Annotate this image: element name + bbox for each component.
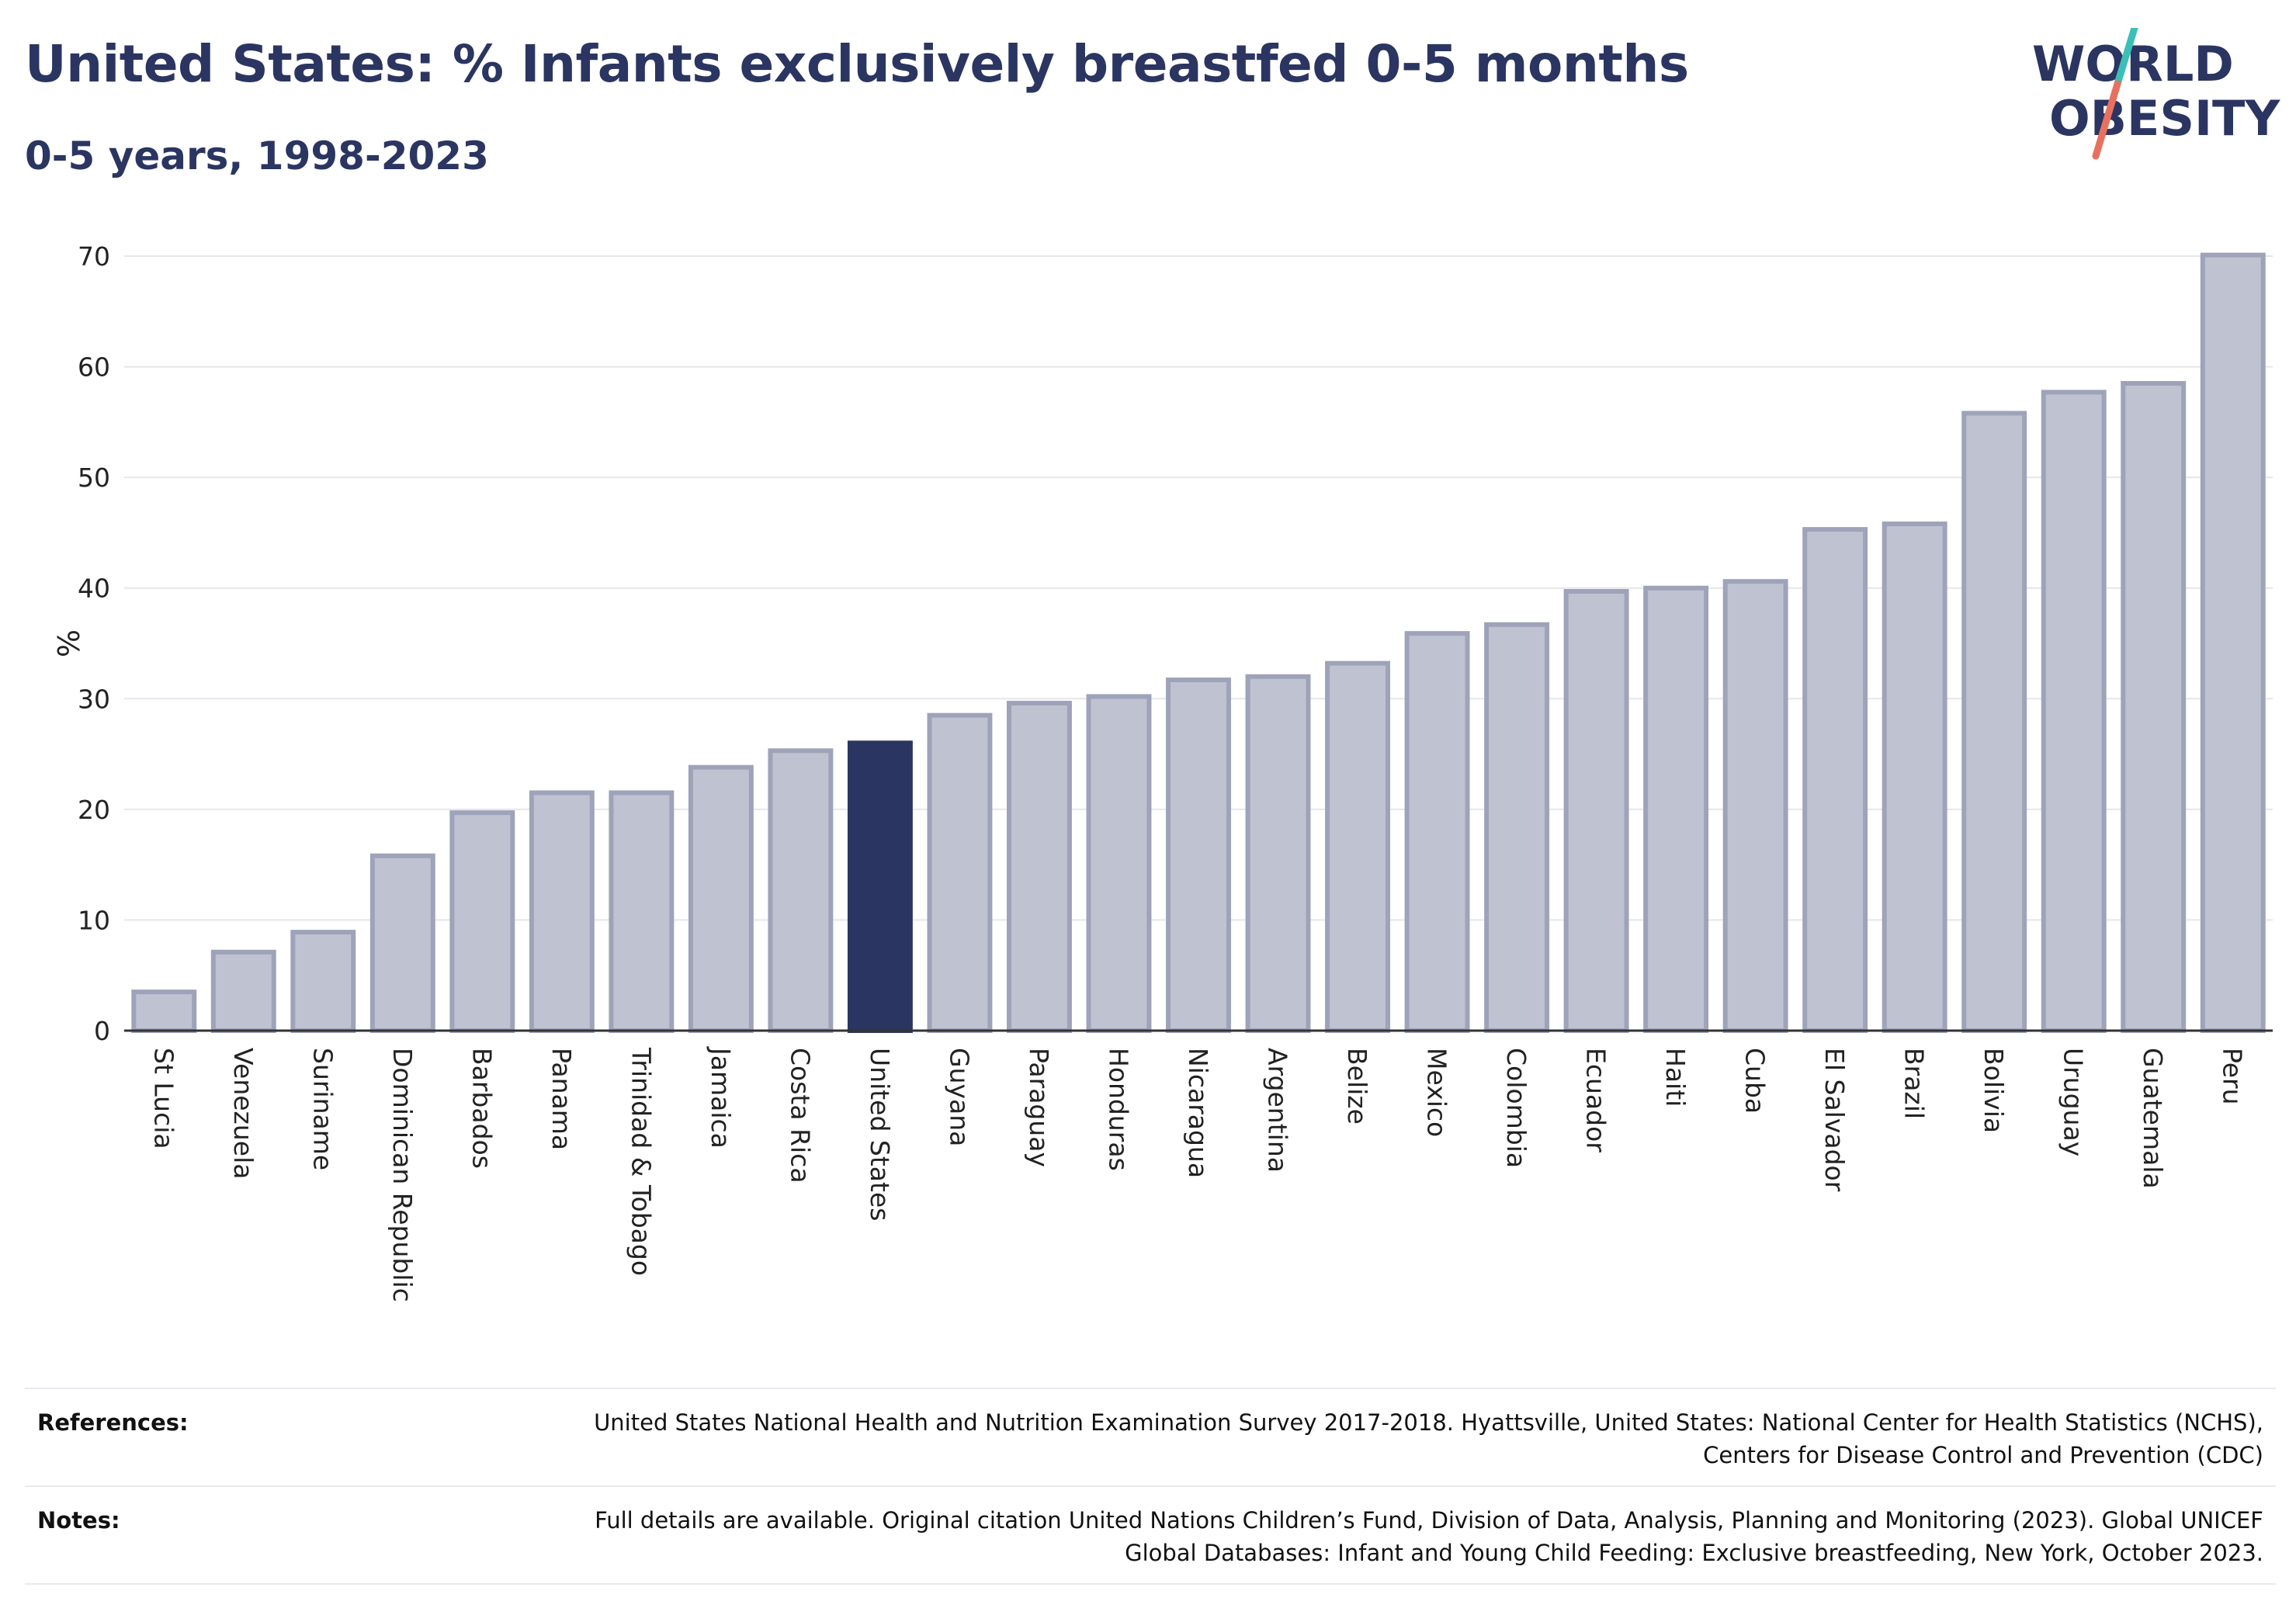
logo-slash-coral [2092,80,2121,160]
x-tick-label: Peru [2218,1048,2248,1105]
bar-haiti [1643,585,1709,1033]
bar-panama [529,790,595,1033]
world-obesity-logo: WORLD OBESITY [2032,28,2280,160]
y-tick-label: 20 [78,795,110,825]
x-tick-label: Cuba [1740,1048,1771,1114]
bar-nicaragua [1166,678,1231,1033]
notes-text: Full details are available. Original cit… [595,1507,2263,1566]
x-tick-label: St Lucia [148,1048,179,1149]
bar-guatemala [2121,380,2187,1033]
y-tick-label: 0 [94,1016,110,1046]
x-tick-label: Venezuela [228,1048,258,1179]
x-tick-label: Trinidad & Tobago [626,1047,656,1276]
bar-st-lucia [131,989,197,1033]
x-tick-label: Dominican Republic [387,1048,418,1302]
x-tick-label: Jamaica [706,1046,736,1149]
bars [131,252,2266,1034]
bar-uruguay [2041,390,2107,1033]
y-tick-label: 10 [78,905,110,935]
references-text: United States National Health and Nutrit… [594,1409,2263,1468]
bar-bolivia [1961,411,2027,1033]
bar-dominican-republic [369,853,435,1034]
chart-title: United States: % Infants exclusively bre… [25,34,1689,94]
y-tick-label: 70 [78,241,110,272]
x-tick-label: Guyana [944,1048,974,1146]
bar-mexico [1404,631,1470,1033]
bar-venezuela [210,949,276,1034]
x-tick-label: Panama [546,1048,577,1150]
bar-barbados [449,810,515,1033]
x-tick-label: Paraguay [1024,1048,1054,1167]
y-tick-label: 60 [78,352,110,383]
y-tick-label: 30 [78,684,110,714]
chart-subtitle: 0-5 years, 1998-2023 [25,133,489,178]
notes-label: Notes: [37,1507,120,1534]
bar-brazil [1882,522,1947,1033]
footer: References: United States National Healt… [25,1388,2276,1585]
x-tick-labels: St Lucia Venezuela Suriname Dominican Repub… [148,1046,2247,1302]
logo-line2: OBESITY [2049,90,2280,147]
references-row: References: United States National Healt… [25,1388,2276,1485]
x-tick-label: Honduras [1103,1048,1133,1171]
x-tick-label: Argentina [1263,1048,1293,1173]
x-tick-label: Ecuador [1581,1048,1611,1152]
bar-suriname [290,930,356,1034]
x-tick-label: Brazil [1899,1048,1930,1119]
x-tick-label: Mexico [1422,1048,1452,1137]
bar-peru [2200,252,2266,1033]
bar-jamaica [688,764,754,1033]
references-label: References: [37,1409,189,1436]
bar-united-states [847,740,913,1033]
x-tick-label: Uruguay [2058,1048,2089,1156]
y-axis-label: % [50,629,85,657]
x-tick-label: Bolivia [1979,1048,2009,1133]
bar-el-salvador [1802,527,1868,1033]
bar-cuba [1722,579,1788,1033]
logo-slash-teal [2114,28,2138,88]
x-tick-label: Haiti [1660,1048,1691,1107]
y-tick-labels: 0 10 20 30 40 50 60 70 [78,241,110,1046]
bar-guyana [927,712,993,1034]
bar-trinidad-tobago [609,790,675,1033]
x-tick-label: Nicaragua [1183,1048,1213,1178]
x-tick-label: Suriname [307,1048,338,1170]
notes-row: Notes: Full details are available. Origi… [25,1485,2276,1585]
y-tick-label: 40 [78,574,110,604]
x-tick-label: United States [865,1048,895,1221]
x-tick-label: Colombia [1501,1048,1531,1168]
x-tick-label: Barbados [466,1048,497,1169]
bar-honduras [1086,694,1152,1033]
x-tick-label: Costa Rica [785,1048,815,1184]
x-tick-label: Belize [1342,1048,1372,1125]
bar-belize [1325,660,1390,1033]
y-tick-label: 50 [78,463,110,493]
bar-ecuador [1563,588,1629,1033]
bar-argentina [1245,674,1311,1033]
bar-paraguay [1007,700,1072,1033]
bar-colombia [1484,622,1550,1033]
x-tick-label: El Salvador [1819,1048,1850,1192]
x-tick-label: Guatemala [2138,1048,2168,1189]
bar-chart: 0 10 20 30 40 50 60 70 St Lucia Venezuela Surinam… [50,241,2273,1302]
bar-costa-rica [768,748,834,1034]
